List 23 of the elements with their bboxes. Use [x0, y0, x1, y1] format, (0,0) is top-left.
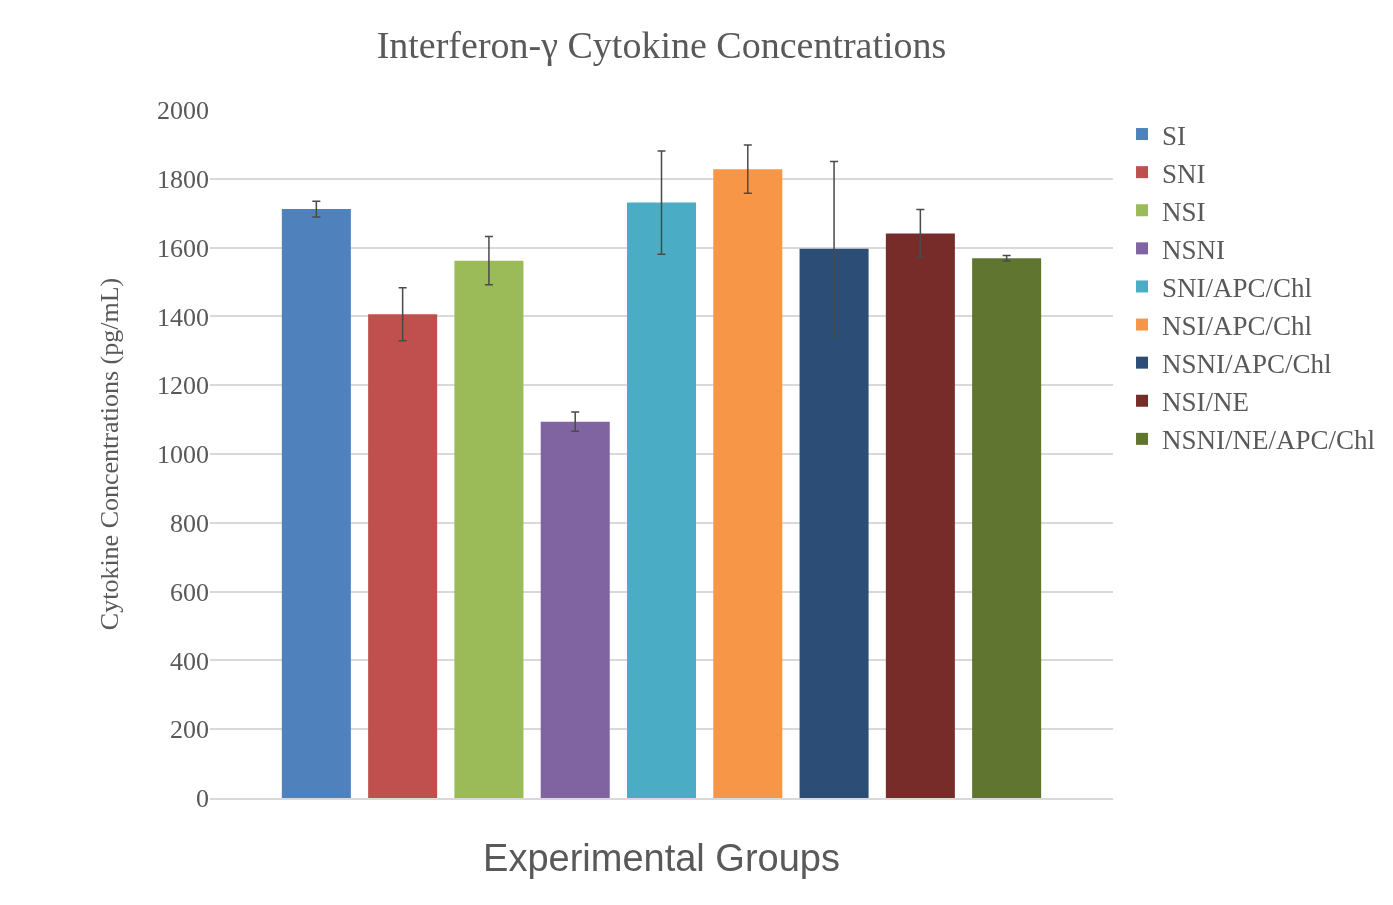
legend-label: NSI/APC/Chl — [1162, 311, 1313, 342]
y-tick-label: 1200 — [157, 371, 209, 401]
y-tick-label: 1000 — [157, 440, 209, 470]
legend-label: SI — [1162, 120, 1187, 151]
x-axis-title: Experimental Groups — [483, 836, 840, 879]
y-tick-label: 400 — [170, 646, 209, 676]
legend-label: NSI — [1162, 196, 1206, 227]
legend-label: NSNI/APC/Chl — [1162, 349, 1332, 380]
y-tick-label: 200 — [170, 715, 209, 745]
legend-label: SNI/APC/Chl — [1162, 272, 1313, 303]
y-tick-label: 1800 — [157, 164, 209, 194]
y-axis-title: Cytokine Concentrations (pg/mL) — [95, 277, 125, 631]
y-tick-label: 2000 — [157, 96, 209, 126]
y-tick-label: 1600 — [157, 233, 209, 263]
legend-label: NSI/NE — [1162, 387, 1250, 418]
y-tick-label: 600 — [170, 577, 209, 607]
y-tick-label: 0 — [196, 784, 209, 814]
chart-title: Interferon-γ Cytokine Concentrations — [376, 24, 947, 67]
y-tick-label: 800 — [170, 508, 209, 538]
legend-label: SNI — [1162, 158, 1206, 189]
legend-label: NSNI/NE/APC/Chl — [1162, 425, 1376, 456]
legend-label: NSNI — [1162, 234, 1226, 265]
y-tick-label: 1400 — [157, 302, 209, 332]
